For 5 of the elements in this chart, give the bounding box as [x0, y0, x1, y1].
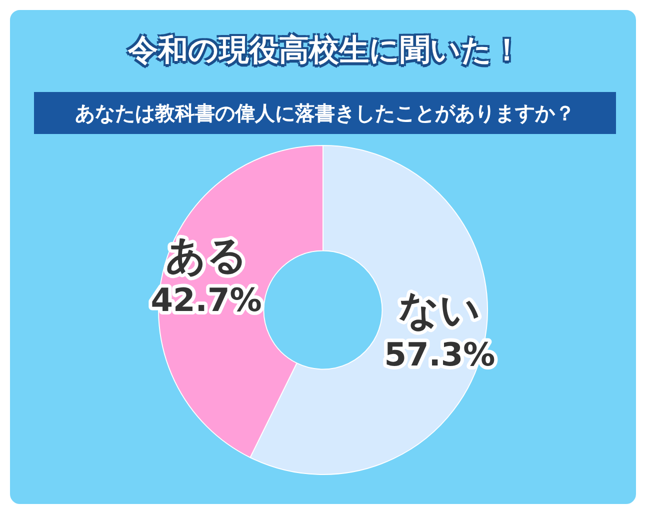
slice-label: ない [398, 288, 481, 334]
data-label: 57.3% [384, 336, 496, 374]
chart-subtitle: あなたは教科書の偉人に落書きしたことがありますか？ [34, 92, 616, 134]
slice-label: ある [165, 233, 248, 280]
chart-title: 令和の現役高校生に聞いた！ [126, 32, 523, 70]
